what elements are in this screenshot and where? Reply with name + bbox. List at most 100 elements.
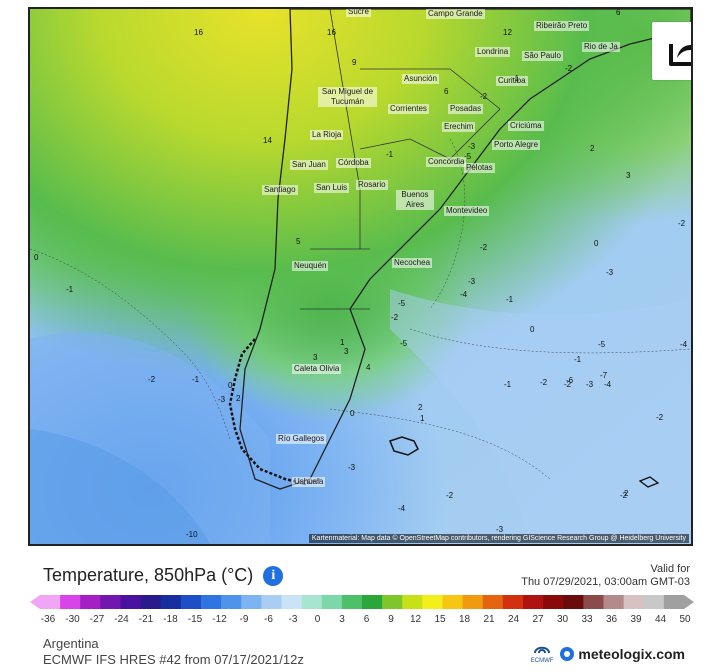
city-label: Rosario [356, 180, 388, 190]
legend-swatch [462, 595, 484, 609]
isoline-label: -2 [678, 219, 686, 228]
city-label: São Paulo [522, 51, 563, 61]
isoline-label: 0 [228, 381, 233, 390]
isoline-label: 3 [344, 347, 349, 356]
city-label: Necochea [392, 258, 433, 268]
legend-swatch [140, 595, 162, 609]
isoline-label: 9 [352, 58, 357, 67]
city-label: San Juan [290, 160, 328, 170]
legend-swatch [482, 595, 504, 609]
legend-swatch [80, 595, 101, 609]
isoline-label: -2 [540, 378, 548, 387]
city-label: Rio de Ja [582, 42, 620, 52]
color-legend [30, 595, 694, 609]
legend-swatch [362, 595, 383, 609]
isoline-label: -3 [468, 142, 476, 151]
legend-tick-label: 33 [581, 614, 593, 625]
legend-swatch [663, 595, 685, 609]
legend-swatch [502, 595, 524, 609]
isoline-label: -4 [398, 504, 406, 513]
isoline-label: -1 [506, 295, 514, 304]
isoline-label: -1 [66, 285, 74, 294]
meteologix-icon [560, 647, 575, 661]
city-label: Asunción [402, 74, 439, 84]
legend-tick-label: 6 [363, 614, 370, 625]
legend-tick-label: -36 [40, 614, 56, 625]
city-label: Córdoba [336, 158, 371, 168]
isoline-label: 16 [327, 28, 336, 37]
legend-tick-label: 9 [388, 614, 394, 625]
valid-time: Valid for Thu 07/29/2021, 03:00am GMT-03 [521, 563, 690, 589]
isoline-label: 6 [444, 87, 449, 96]
isoline-label: -1 [192, 375, 200, 384]
legend-tick-label: -21 [138, 614, 154, 625]
isoline-label: 1 [340, 338, 345, 347]
isoline-label: 2 [624, 489, 629, 498]
city-label: Pelotas [464, 163, 495, 173]
legend-tick-label: 21 [483, 614, 495, 625]
city-label: Concordia [426, 157, 467, 167]
city-label: Curitiba [496, 76, 528, 86]
ecmwf-icon [534, 646, 551, 654]
isoline-label: 0 [530, 325, 535, 334]
city-label: Montevideo [444, 206, 490, 216]
legend-swatch [543, 595, 564, 609]
legend-swatch [583, 595, 604, 609]
legend-swatch [180, 595, 202, 609]
legend-tick-label: -9 [239, 614, 249, 625]
legend-swatch [382, 595, 403, 609]
legend-tick-label: 24 [507, 614, 520, 625]
meteologix-logo[interactable]: meteologix.com [559, 646, 685, 662]
legend-swatch [341, 595, 363, 609]
city-label: San Miguel de Tucumán [318, 87, 377, 107]
legend-swatch [623, 595, 645, 609]
legend-swatch [523, 595, 544, 609]
weather-map[interactable]: Sucre Campo Grande Ribeirão Preto Londri… [28, 7, 693, 546]
isoline-label: 2 [236, 394, 241, 403]
isoline-label: -5 [400, 339, 408, 348]
city-label: Porto Alegre [492, 140, 541, 150]
share-button[interactable] [652, 22, 691, 80]
isoline-label: 1 [420, 414, 425, 423]
isoline-label: -3 [586, 380, 594, 389]
legend-swatch [321, 595, 343, 609]
isoline-label: -5 [464, 152, 472, 161]
isoline-label: -4 [680, 340, 688, 349]
isoline-label: 4 [366, 363, 371, 372]
legend-swatch [281, 595, 303, 609]
legend-swatch [221, 595, 242, 609]
isoline-label: 2 [590, 144, 595, 153]
valid-label: Valid for [650, 563, 690, 575]
isoline-label: -3 [468, 277, 476, 286]
city-label: Sucre [346, 7, 371, 17]
city-label: Río Gallegos [276, 434, 327, 444]
isoline-label: -1 [504, 380, 512, 389]
legend-swatch [40, 595, 61, 609]
legend-tick-label: -12 [212, 614, 227, 625]
legend-tick-label: 15 [434, 614, 446, 625]
isoline-label: -3 [348, 463, 356, 472]
legend-swatch [261, 595, 282, 609]
map-attribution[interactable]: Kartenmaterial: Map data © OpenStreetMap… [308, 534, 689, 543]
isoline-label: -2 [565, 64, 573, 73]
isoline-label: -2 [480, 243, 488, 252]
isoline-label: 14 [263, 136, 272, 145]
info-icon[interactable]: i [263, 565, 284, 586]
city-label: Londrina [475, 47, 511, 57]
ecmwf-logo: ECMWF [531, 643, 553, 665]
isoline-label: 3 [626, 171, 631, 180]
city-label: San Luis [314, 183, 350, 193]
isoline-label: -2 [148, 375, 156, 384]
legend-tick-label: -24 [114, 614, 129, 625]
chart-title: Temperature, 850hPa (°C) i [43, 565, 284, 586]
legend-tick-label: 50 [679, 614, 691, 625]
city-label: Criciúma [508, 121, 544, 131]
model-label: ECMWF IFS HRES #42 from 07/17/2021/12z [43, 652, 304, 667]
legend-swatch [402, 595, 423, 609]
legend-tick-label: 39 [630, 614, 642, 625]
city-label: Neuquén [292, 261, 329, 271]
legend-swatch [201, 595, 222, 609]
title-text: Temperature, 850hPa (°C) [43, 565, 254, 585]
isoline-label: 0 [350, 409, 355, 418]
legend-tick-label: 30 [556, 614, 569, 625]
